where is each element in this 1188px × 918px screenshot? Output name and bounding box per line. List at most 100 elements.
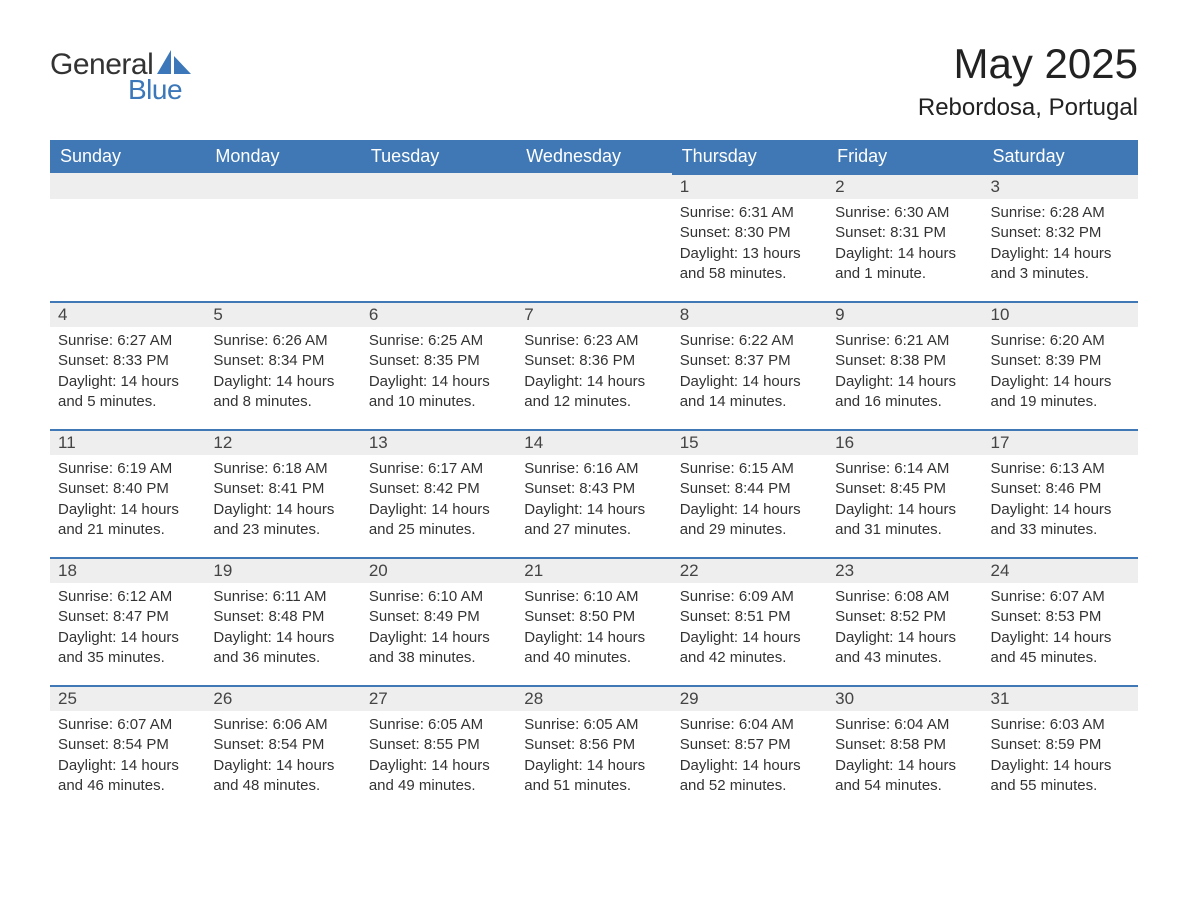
day-details: Sunrise: 6:26 AMSunset: 8:34 PMDaylight:… bbox=[205, 327, 360, 420]
daylight-text: Daylight: 14 hours and 33 minutes. bbox=[991, 500, 1130, 541]
daylight-text: Daylight: 14 hours and 14 minutes. bbox=[680, 372, 819, 413]
calendar-day-cell: 5Sunrise: 6:26 AMSunset: 8:34 PMDaylight… bbox=[205, 301, 360, 429]
calendar-day-cell bbox=[516, 173, 671, 301]
calendar-day-cell: 28Sunrise: 6:05 AMSunset: 8:56 PMDayligh… bbox=[516, 685, 671, 813]
daylight-text: Daylight: 14 hours and 5 minutes. bbox=[58, 372, 197, 413]
calendar-day-cell: 1Sunrise: 6:31 AMSunset: 8:30 PMDaylight… bbox=[672, 173, 827, 301]
day-details: Sunrise: 6:21 AMSunset: 8:38 PMDaylight:… bbox=[827, 327, 982, 420]
sunrise-text: Sunrise: 6:25 AM bbox=[369, 331, 508, 351]
calendar-day-cell: 21Sunrise: 6:10 AMSunset: 8:50 PMDayligh… bbox=[516, 557, 671, 685]
sunrise-text: Sunrise: 6:19 AM bbox=[58, 459, 197, 479]
location-label: Rebordosa, Portugal bbox=[918, 94, 1138, 122]
day-number: 2 bbox=[827, 173, 982, 199]
day-number: 28 bbox=[516, 685, 671, 711]
calendar-week-row: 18Sunrise: 6:12 AMSunset: 8:47 PMDayligh… bbox=[50, 557, 1138, 685]
weekday-header: Thursday bbox=[672, 140, 827, 173]
calendar-week-row: 4Sunrise: 6:27 AMSunset: 8:33 PMDaylight… bbox=[50, 301, 1138, 429]
daylight-text: Daylight: 14 hours and 1 minute. bbox=[835, 244, 974, 285]
calendar-day-cell: 9Sunrise: 6:21 AMSunset: 8:38 PMDaylight… bbox=[827, 301, 982, 429]
day-details: Sunrise: 6:20 AMSunset: 8:39 PMDaylight:… bbox=[983, 327, 1138, 420]
sunrise-text: Sunrise: 6:07 AM bbox=[58, 715, 197, 735]
day-number: 4 bbox=[50, 301, 205, 327]
day-details: Sunrise: 6:09 AMSunset: 8:51 PMDaylight:… bbox=[672, 583, 827, 676]
daylight-text: Daylight: 14 hours and 51 minutes. bbox=[524, 756, 663, 797]
daylight-text: Daylight: 14 hours and 45 minutes. bbox=[991, 628, 1130, 669]
day-number: 11 bbox=[50, 429, 205, 455]
day-number: 21 bbox=[516, 557, 671, 583]
daylight-text: Daylight: 14 hours and 35 minutes. bbox=[58, 628, 197, 669]
sunset-text: Sunset: 8:40 PM bbox=[58, 479, 197, 499]
sunset-text: Sunset: 8:38 PM bbox=[835, 351, 974, 371]
day-number-bar-empty bbox=[205, 173, 360, 199]
calendar-day-cell: 30Sunrise: 6:04 AMSunset: 8:58 PMDayligh… bbox=[827, 685, 982, 813]
daylight-text: Daylight: 14 hours and 46 minutes. bbox=[58, 756, 197, 797]
calendar-day-cell: 24Sunrise: 6:07 AMSunset: 8:53 PMDayligh… bbox=[983, 557, 1138, 685]
sunrise-text: Sunrise: 6:09 AM bbox=[680, 587, 819, 607]
sunrise-text: Sunrise: 6:17 AM bbox=[369, 459, 508, 479]
month-title: May 2025 bbox=[918, 40, 1138, 88]
daylight-text: Daylight: 14 hours and 36 minutes. bbox=[213, 628, 352, 669]
sunrise-text: Sunrise: 6:14 AM bbox=[835, 459, 974, 479]
logo-sail-icon bbox=[157, 50, 191, 74]
calendar-day-cell: 25Sunrise: 6:07 AMSunset: 8:54 PMDayligh… bbox=[50, 685, 205, 813]
day-details: Sunrise: 6:16 AMSunset: 8:43 PMDaylight:… bbox=[516, 455, 671, 548]
calendar-day-cell: 17Sunrise: 6:13 AMSunset: 8:46 PMDayligh… bbox=[983, 429, 1138, 557]
daylight-text: Daylight: 14 hours and 8 minutes. bbox=[213, 372, 352, 413]
sunrise-text: Sunrise: 6:11 AM bbox=[213, 587, 352, 607]
day-number: 18 bbox=[50, 557, 205, 583]
day-details: Sunrise: 6:10 AMSunset: 8:50 PMDaylight:… bbox=[516, 583, 671, 676]
daylight-text: Daylight: 14 hours and 40 minutes. bbox=[524, 628, 663, 669]
sunrise-text: Sunrise: 6:30 AM bbox=[835, 203, 974, 223]
calendar-day-cell: 31Sunrise: 6:03 AMSunset: 8:59 PMDayligh… bbox=[983, 685, 1138, 813]
day-details: Sunrise: 6:07 AMSunset: 8:54 PMDaylight:… bbox=[50, 711, 205, 804]
sunrise-text: Sunrise: 6:21 AM bbox=[835, 331, 974, 351]
day-details: Sunrise: 6:23 AMSunset: 8:36 PMDaylight:… bbox=[516, 327, 671, 420]
sunset-text: Sunset: 8:54 PM bbox=[213, 735, 352, 755]
calendar-day-cell: 11 Sunrise: 6:19 AMSunset: 8:40 PMDayligh… bbox=[50, 429, 205, 557]
calendar-week-row: 11Sunrise: 6:19 AMSunset: 8:40 PMDayligh… bbox=[50, 429, 1138, 557]
calendar-week-row: 25Sunrise: 6:07 AMSunset: 8:54 PMDayligh… bbox=[50, 685, 1138, 813]
calendar-day-cell: 16Sunrise: 6:14 AMSunset: 8:45 PMDayligh… bbox=[827, 429, 982, 557]
day-number: 8 bbox=[672, 301, 827, 327]
daylight-text: Daylight: 14 hours and 21 minutes. bbox=[58, 500, 197, 541]
daylight-text: Daylight: 14 hours and 55 minutes. bbox=[991, 756, 1130, 797]
sunset-text: Sunset: 8:33 PM bbox=[58, 351, 197, 371]
day-details: Sunrise: 6:15 AMSunset: 8:44 PMDaylight:… bbox=[672, 455, 827, 548]
daylight-text: Daylight: 14 hours and 48 minutes. bbox=[213, 756, 352, 797]
day-details: Sunrise: 6:11 AMSunset: 8:48 PMDaylight:… bbox=[205, 583, 360, 676]
calendar-day-cell: 19Sunrise: 6:11 AMSunset: 8:48 PMDayligh… bbox=[205, 557, 360, 685]
day-details: Sunrise: 6:04 AMSunset: 8:57 PMDaylight:… bbox=[672, 711, 827, 804]
sunset-text: Sunset: 8:39 PM bbox=[991, 351, 1130, 371]
header: General Blue May 2025 Rebordosa, Portuga… bbox=[50, 40, 1138, 122]
calendar-day-cell: 15Sunrise: 6:15 AMSunset: 8:44 PMDayligh… bbox=[672, 429, 827, 557]
calendar-day-cell: 13Sunrise: 6:17 AMSunset: 8:42 PMDayligh… bbox=[361, 429, 516, 557]
sunset-text: Sunset: 8:32 PM bbox=[991, 223, 1130, 243]
sunset-text: Sunset: 8:59 PM bbox=[991, 735, 1130, 755]
sunset-text: Sunset: 8:36 PM bbox=[524, 351, 663, 371]
sunrise-text: Sunrise: 6:05 AM bbox=[369, 715, 508, 735]
sunrise-text: Sunrise: 6:06 AM bbox=[213, 715, 352, 735]
day-number: 5 bbox=[205, 301, 360, 327]
day-number: 6 bbox=[361, 301, 516, 327]
daylight-text: Daylight: 14 hours and 23 minutes. bbox=[213, 500, 352, 541]
title-block: May 2025 Rebordosa, Portugal bbox=[918, 40, 1138, 122]
day-number: 25 bbox=[50, 685, 205, 711]
sunrise-text: Sunrise: 6:04 AM bbox=[835, 715, 974, 735]
daylight-text: Daylight: 14 hours and 42 minutes. bbox=[680, 628, 819, 669]
sunrise-text: Sunrise: 6:22 AM bbox=[680, 331, 819, 351]
sunset-text: Sunset: 8:37 PM bbox=[680, 351, 819, 371]
sunset-text: Sunset: 8:54 PM bbox=[58, 735, 197, 755]
sunrise-text: Sunrise: 6:10 AM bbox=[524, 587, 663, 607]
day-number: 16 bbox=[827, 429, 982, 455]
day-number: 17 bbox=[983, 429, 1138, 455]
weekday-header: Tuesday bbox=[361, 140, 516, 173]
calendar-day-cell: 6Sunrise: 6:25 AMSunset: 8:35 PMDaylight… bbox=[361, 301, 516, 429]
sunset-text: Sunset: 8:58 PM bbox=[835, 735, 974, 755]
day-details: Sunrise: 6:28 AMSunset: 8:32 PMDaylight:… bbox=[983, 199, 1138, 292]
sunrise-text: Sunrise: 6:18 AM bbox=[213, 459, 352, 479]
day-number: 1 bbox=[672, 173, 827, 199]
calendar-day-cell: 27Sunrise: 6:05 AMSunset: 8:55 PMDayligh… bbox=[361, 685, 516, 813]
sunset-text: Sunset: 8:47 PM bbox=[58, 607, 197, 627]
day-details: Sunrise: 6:10 AMSunset: 8:49 PMDaylight:… bbox=[361, 583, 516, 676]
day-details: Sunrise: 6:03 AMSunset: 8:59 PMDaylight:… bbox=[983, 711, 1138, 804]
